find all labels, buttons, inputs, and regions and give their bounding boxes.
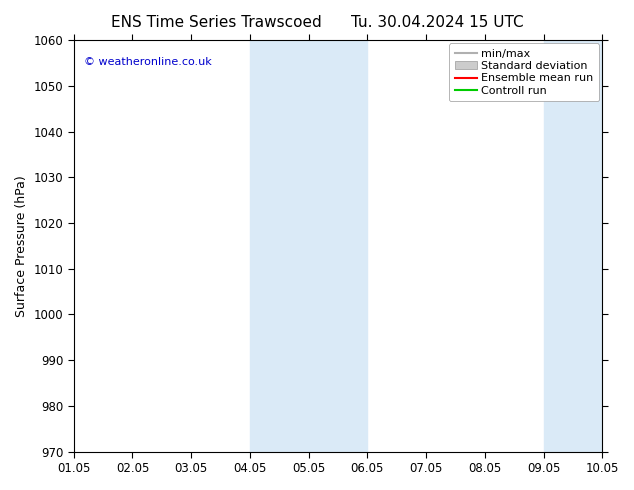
Legend: min/max, Standard deviation, Ensemble mean run, Controll run: min/max, Standard deviation, Ensemble me… (449, 44, 599, 101)
Y-axis label: Surface Pressure (hPa): Surface Pressure (hPa) (15, 175, 28, 317)
Text: ENS Time Series Trawscoed      Tu. 30.04.2024 15 UTC: ENS Time Series Trawscoed Tu. 30.04.2024… (111, 15, 523, 30)
Bar (250, 40, 309, 452)
Text: © weatheronline.co.uk: © weatheronline.co.uk (84, 57, 212, 67)
Bar (309, 40, 367, 452)
Bar (543, 40, 602, 452)
